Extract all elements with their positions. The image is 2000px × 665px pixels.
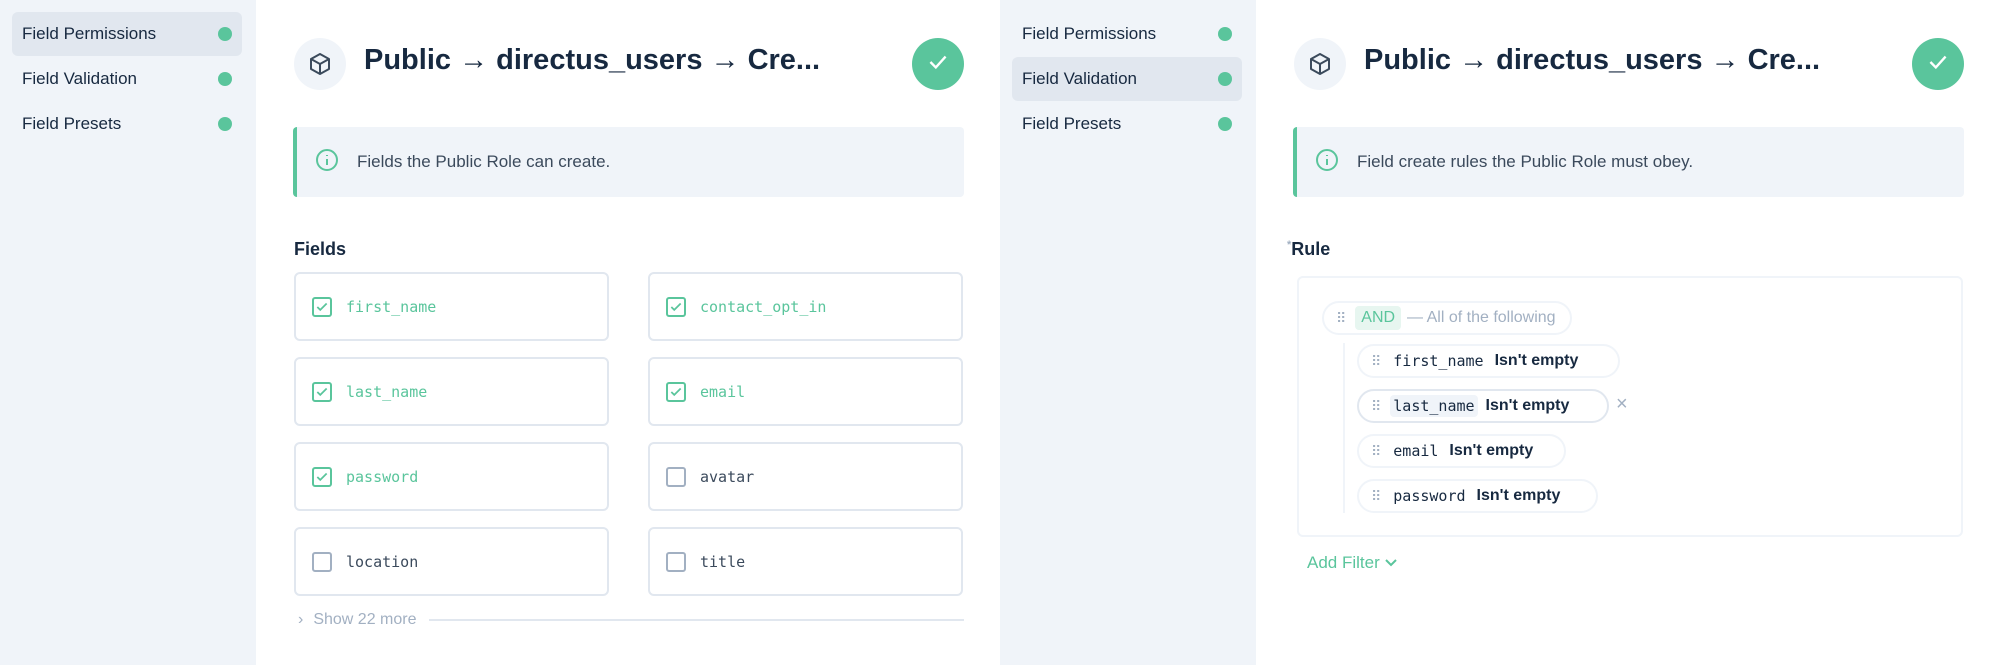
condition-operator[interactable]: Isn't empty xyxy=(1476,487,1561,504)
notice-text: Fields the Public Role can create. xyxy=(357,152,611,171)
filter-condition-email[interactable]: ⠿ email Isn't empty xyxy=(1357,434,1566,468)
checkbox-checked-icon[interactable] xyxy=(312,381,332,402)
status-dot xyxy=(218,27,232,41)
page-title: Public → directus_users → Cre... xyxy=(364,44,821,76)
field-name: last_name xyxy=(346,382,428,401)
field-permissions-panel: Field Permissions Field Validation Field P… xyxy=(0,0,1000,665)
sidebar-item-field-presets[interactable]: Field Presets xyxy=(12,102,242,146)
checkbox-checked-icon[interactable] xyxy=(666,381,686,402)
divider xyxy=(428,619,964,621)
checkbox-checked-icon[interactable] xyxy=(312,466,332,487)
sidebar-item-field-presets[interactable]: Field Presets xyxy=(1012,102,1242,146)
fields-label: Fields xyxy=(294,239,347,259)
add-filter-label: Add Filter xyxy=(1307,553,1380,572)
show-more-label: Show 22 more xyxy=(313,611,417,628)
checkbox-unchecked-icon[interactable] xyxy=(666,551,686,572)
sidebar-item-label: Field Validation xyxy=(22,69,137,88)
status-dot xyxy=(218,72,232,86)
condition-operator[interactable]: Isn't empty xyxy=(1494,352,1579,369)
field-checkbox-email[interactable]: email xyxy=(648,357,963,426)
field-validation-panel: Field Permissions Field Validation Field P… xyxy=(1000,0,2000,665)
sidebar-item-label: Field Presets xyxy=(22,114,122,133)
save-button[interactable] xyxy=(912,38,964,90)
filter-condition-first_name[interactable]: ⠿ first_name Isn't empty xyxy=(1357,344,1620,378)
status-dot xyxy=(218,117,232,131)
drag-handle-icon[interactable]: ⠿ xyxy=(1371,442,1381,459)
info-notice: Field create rules the Public Role must … xyxy=(1293,127,1964,197)
sidebar-item-field-permissions[interactable]: Field Permissions xyxy=(1012,12,1242,56)
field-checkbox-title[interactable]: title xyxy=(648,527,963,596)
checkbox-unchecked-icon[interactable] xyxy=(312,551,332,572)
sidebar-item-field-validation[interactable]: Field Validation xyxy=(12,57,242,101)
condition-field[interactable]: password xyxy=(1393,487,1466,505)
info-icon xyxy=(315,148,339,177)
group-line xyxy=(1343,343,1345,513)
field-name: location xyxy=(346,552,419,571)
condition-field[interactable]: email xyxy=(1393,442,1439,460)
sidebar-item-field-validation[interactable]: Field Validation xyxy=(1012,57,1242,101)
field-name: first_name xyxy=(346,297,437,316)
sidebar-item-field-permissions[interactable]: Field Permissions xyxy=(12,12,242,56)
check-icon xyxy=(925,49,951,80)
checkbox-unchecked-icon[interactable] xyxy=(666,466,686,487)
filter-condition-last_name[interactable]: ⠿ last_name Isn't empty xyxy=(1357,389,1609,423)
add-filter-button[interactable]: Add Filter xyxy=(1307,553,1398,573)
field-checkbox-contact_opt_in[interactable]: contact_opt_in xyxy=(648,272,963,341)
save-button[interactable] xyxy=(1912,38,1964,90)
sidebar-item-label: Field Permissions xyxy=(1022,24,1157,43)
sidebar-item-label: Field Permissions xyxy=(22,24,157,43)
filter-condition-password[interactable]: ⠿ password Isn't empty xyxy=(1357,479,1598,513)
rule-label: *Rule xyxy=(1287,239,1330,260)
main-content: Public → directus_users → Cre... Field c… xyxy=(1256,0,2000,665)
checkbox-checked-icon[interactable] xyxy=(666,296,686,317)
field-name: email xyxy=(700,382,746,401)
drag-handle-icon[interactable]: ⠿ xyxy=(1371,352,1381,369)
sidebar: Field Permissions Field Validation Field P… xyxy=(0,0,256,665)
field-name: title xyxy=(700,552,746,571)
group-description: — All of the following xyxy=(1407,309,1556,326)
condition-operator[interactable]: Isn't empty xyxy=(1485,397,1570,414)
field-checkbox-last_name[interactable]: last_name xyxy=(294,357,609,426)
collection-cube-icon xyxy=(1294,38,1346,90)
drag-handle-icon[interactable]: ⠿ xyxy=(1371,487,1381,504)
field-checkbox-avatar[interactable]: avatar xyxy=(648,442,963,511)
chevron-right-icon: › xyxy=(298,611,304,628)
condition-field[interactable]: last_name xyxy=(1390,395,1478,417)
drag-handle-icon[interactable]: ⠿ xyxy=(1371,397,1381,414)
field-name: contact_opt_in xyxy=(700,297,827,316)
sidebar: Field Permissions Field Validation Field P… xyxy=(1000,0,1256,665)
condition-field[interactable]: first_name xyxy=(1393,352,1484,370)
condition-operator[interactable]: Isn't empty xyxy=(1449,442,1534,459)
field-name: avatar xyxy=(700,467,755,486)
drag-handle-icon[interactable]: ⠿ xyxy=(1336,309,1346,326)
status-dot xyxy=(1218,72,1232,86)
field-checkbox-password[interactable]: password xyxy=(294,442,609,511)
info-notice: Fields the Public Role can create. xyxy=(293,127,964,197)
rule-editor xyxy=(1297,276,1963,537)
rule-label-text: Rule xyxy=(1291,239,1331,259)
check-icon xyxy=(1925,49,1951,80)
status-dot xyxy=(1218,117,1232,131)
show-more-toggle[interactable]: › Show 22 more xyxy=(294,611,964,629)
page-title: Public → directus_users → Cre... xyxy=(1364,44,1821,76)
filter-group-and[interactable]: ⠿ AND — All of the following xyxy=(1322,301,1572,335)
main-content: Public → directus_users → Cre... Fields … xyxy=(256,0,1000,665)
sidebar-item-label: Field Validation xyxy=(1022,69,1137,88)
close-icon[interactable]: × xyxy=(1616,393,1628,415)
notice-text: Field create rules the Public Role must … xyxy=(1357,152,1694,171)
info-icon xyxy=(1315,148,1339,177)
status-dot xyxy=(1218,27,1232,41)
chevron-down-icon xyxy=(1384,553,1398,572)
field-name: password xyxy=(346,467,419,486)
required-mark: * xyxy=(1287,239,1292,251)
field-checkbox-first_name[interactable]: first_name xyxy=(294,272,609,341)
collection-cube-icon xyxy=(294,38,346,90)
logical-operator[interactable]: AND xyxy=(1355,306,1402,330)
field-checkbox-location[interactable]: location xyxy=(294,527,609,596)
checkbox-checked-icon[interactable] xyxy=(312,296,332,317)
sidebar-item-label: Field Presets xyxy=(1022,114,1122,133)
